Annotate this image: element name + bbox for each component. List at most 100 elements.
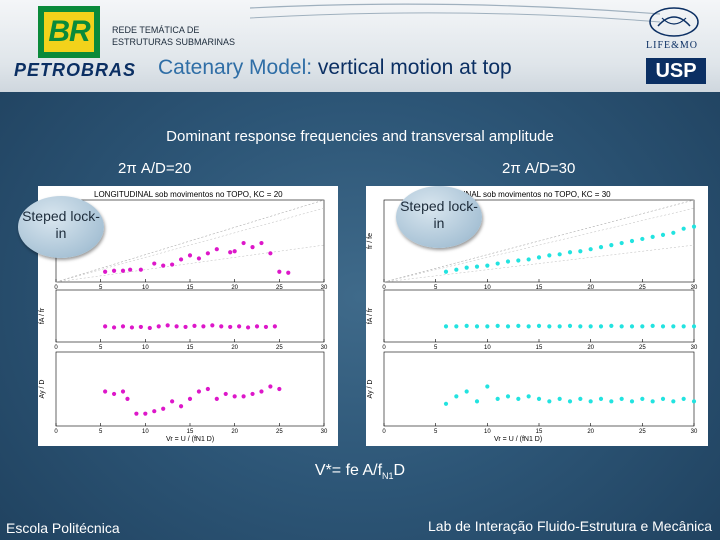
data-point [495, 261, 500, 266]
formula-main: V*= fe A/f [314, 462, 383, 479]
data-point [464, 323, 469, 328]
reference-line [55, 199, 325, 283]
data-point [165, 323, 170, 328]
data-point [187, 253, 193, 258]
data-point [128, 267, 133, 272]
data-point [268, 251, 273, 256]
x-tick-label: 20 [587, 429, 594, 435]
data-point [640, 324, 645, 329]
x-tick-label: 30 [321, 285, 328, 291]
x-axis-label: Vr = U / (fN1 D) [494, 436, 542, 443]
y-axis-label: Ay / D [367, 380, 374, 399]
data-point [495, 323, 500, 328]
data-point [183, 324, 188, 330]
data-point [103, 324, 108, 329]
data-point [170, 262, 175, 267]
data-point [129, 325, 135, 330]
data-point [205, 251, 210, 256]
y-axis-label: fr / fe [367, 233, 374, 249]
data-point [111, 268, 117, 273]
x-tick-label: 30 [691, 345, 698, 351]
data-point [259, 240, 264, 246]
data-point [629, 238, 635, 244]
data-point [526, 324, 531, 329]
data-point [526, 394, 531, 399]
x-tick-label: 0 [382, 429, 386, 435]
data-point [443, 269, 449, 274]
data-point [629, 399, 635, 404]
data-point [619, 396, 624, 401]
data-point [619, 240, 624, 246]
data-point [196, 389, 202, 394]
petrobras-brand: PETROBRAS [14, 60, 137, 80]
chart-title: LONGITUDINAL sob movimentos no TOPO, KC … [422, 190, 611, 199]
data-point [681, 396, 686, 401]
data-point [516, 323, 521, 328]
subplot-frame [55, 351, 325, 427]
data-point [474, 324, 480, 329]
data-point [134, 411, 139, 416]
x-tick-label: 0 [54, 345, 58, 351]
x-tick-label: 5 [434, 345, 438, 351]
x-tick-label: 15 [536, 429, 543, 435]
data-point [120, 389, 126, 394]
subplot-frame [383, 289, 695, 343]
data-point [228, 250, 233, 255]
data-point [138, 267, 143, 272]
reference-line [383, 199, 695, 283]
x-tick-label: 25 [639, 345, 646, 351]
data-point [241, 394, 246, 399]
data-point [111, 325, 117, 330]
data-point [567, 250, 573, 255]
reference-line [383, 207, 695, 283]
data-point [196, 256, 202, 261]
data-point [454, 324, 459, 329]
br-logo-text: BR [48, 15, 90, 48]
data-point [125, 396, 130, 401]
data-point [691, 224, 697, 229]
data-point [286, 270, 291, 275]
x-tick-label: 30 [321, 429, 328, 435]
data-point [588, 399, 593, 404]
data-point [232, 249, 237, 254]
data-point [259, 389, 264, 394]
x-tick-label: 0 [382, 285, 386, 291]
data-point [660, 396, 666, 401]
data-point [536, 255, 542, 260]
data-point [640, 396, 645, 401]
data-point [547, 399, 552, 404]
data-point [237, 324, 242, 329]
x-tick-label: 15 [536, 285, 543, 291]
data-point [120, 268, 126, 273]
data-point [161, 263, 166, 268]
footer-right: Lab de Interação Fluido-Estrutura e Mecâ… [428, 518, 713, 534]
x-tick-label: 20 [587, 285, 594, 291]
data-point [152, 409, 157, 414]
data-point [505, 259, 511, 264]
data-point [526, 257, 531, 262]
data-point [681, 226, 686, 231]
usp-logo: USP [646, 58, 706, 84]
data-point [516, 258, 521, 263]
lifemo-text: LIFE&MO [646, 40, 698, 51]
steped-lockin-bubble-right: Steped lock-in [396, 186, 482, 248]
data-point [161, 406, 166, 411]
data-point [170, 399, 175, 404]
data-point [111, 391, 117, 397]
data-point [671, 324, 676, 329]
data-point [187, 396, 193, 401]
right-panel-label: 2π A/D=30 [502, 160, 576, 177]
data-point [143, 411, 148, 416]
x-tick-label: 20 [231, 429, 238, 435]
reduced-velocity-formula: V*= fe A/fN1D [0, 462, 720, 481]
data-point [609, 323, 614, 328]
data-point [192, 323, 197, 328]
data-point [547, 253, 552, 258]
data-point [567, 323, 573, 328]
x-tick-label: 30 [691, 285, 698, 291]
data-point [598, 245, 604, 250]
data-point [536, 323, 542, 328]
lifemo-logo [649, 7, 699, 37]
x-tick-label: 25 [276, 429, 283, 435]
rede-line-1: REDE TEMÁTICA DE [112, 25, 200, 35]
